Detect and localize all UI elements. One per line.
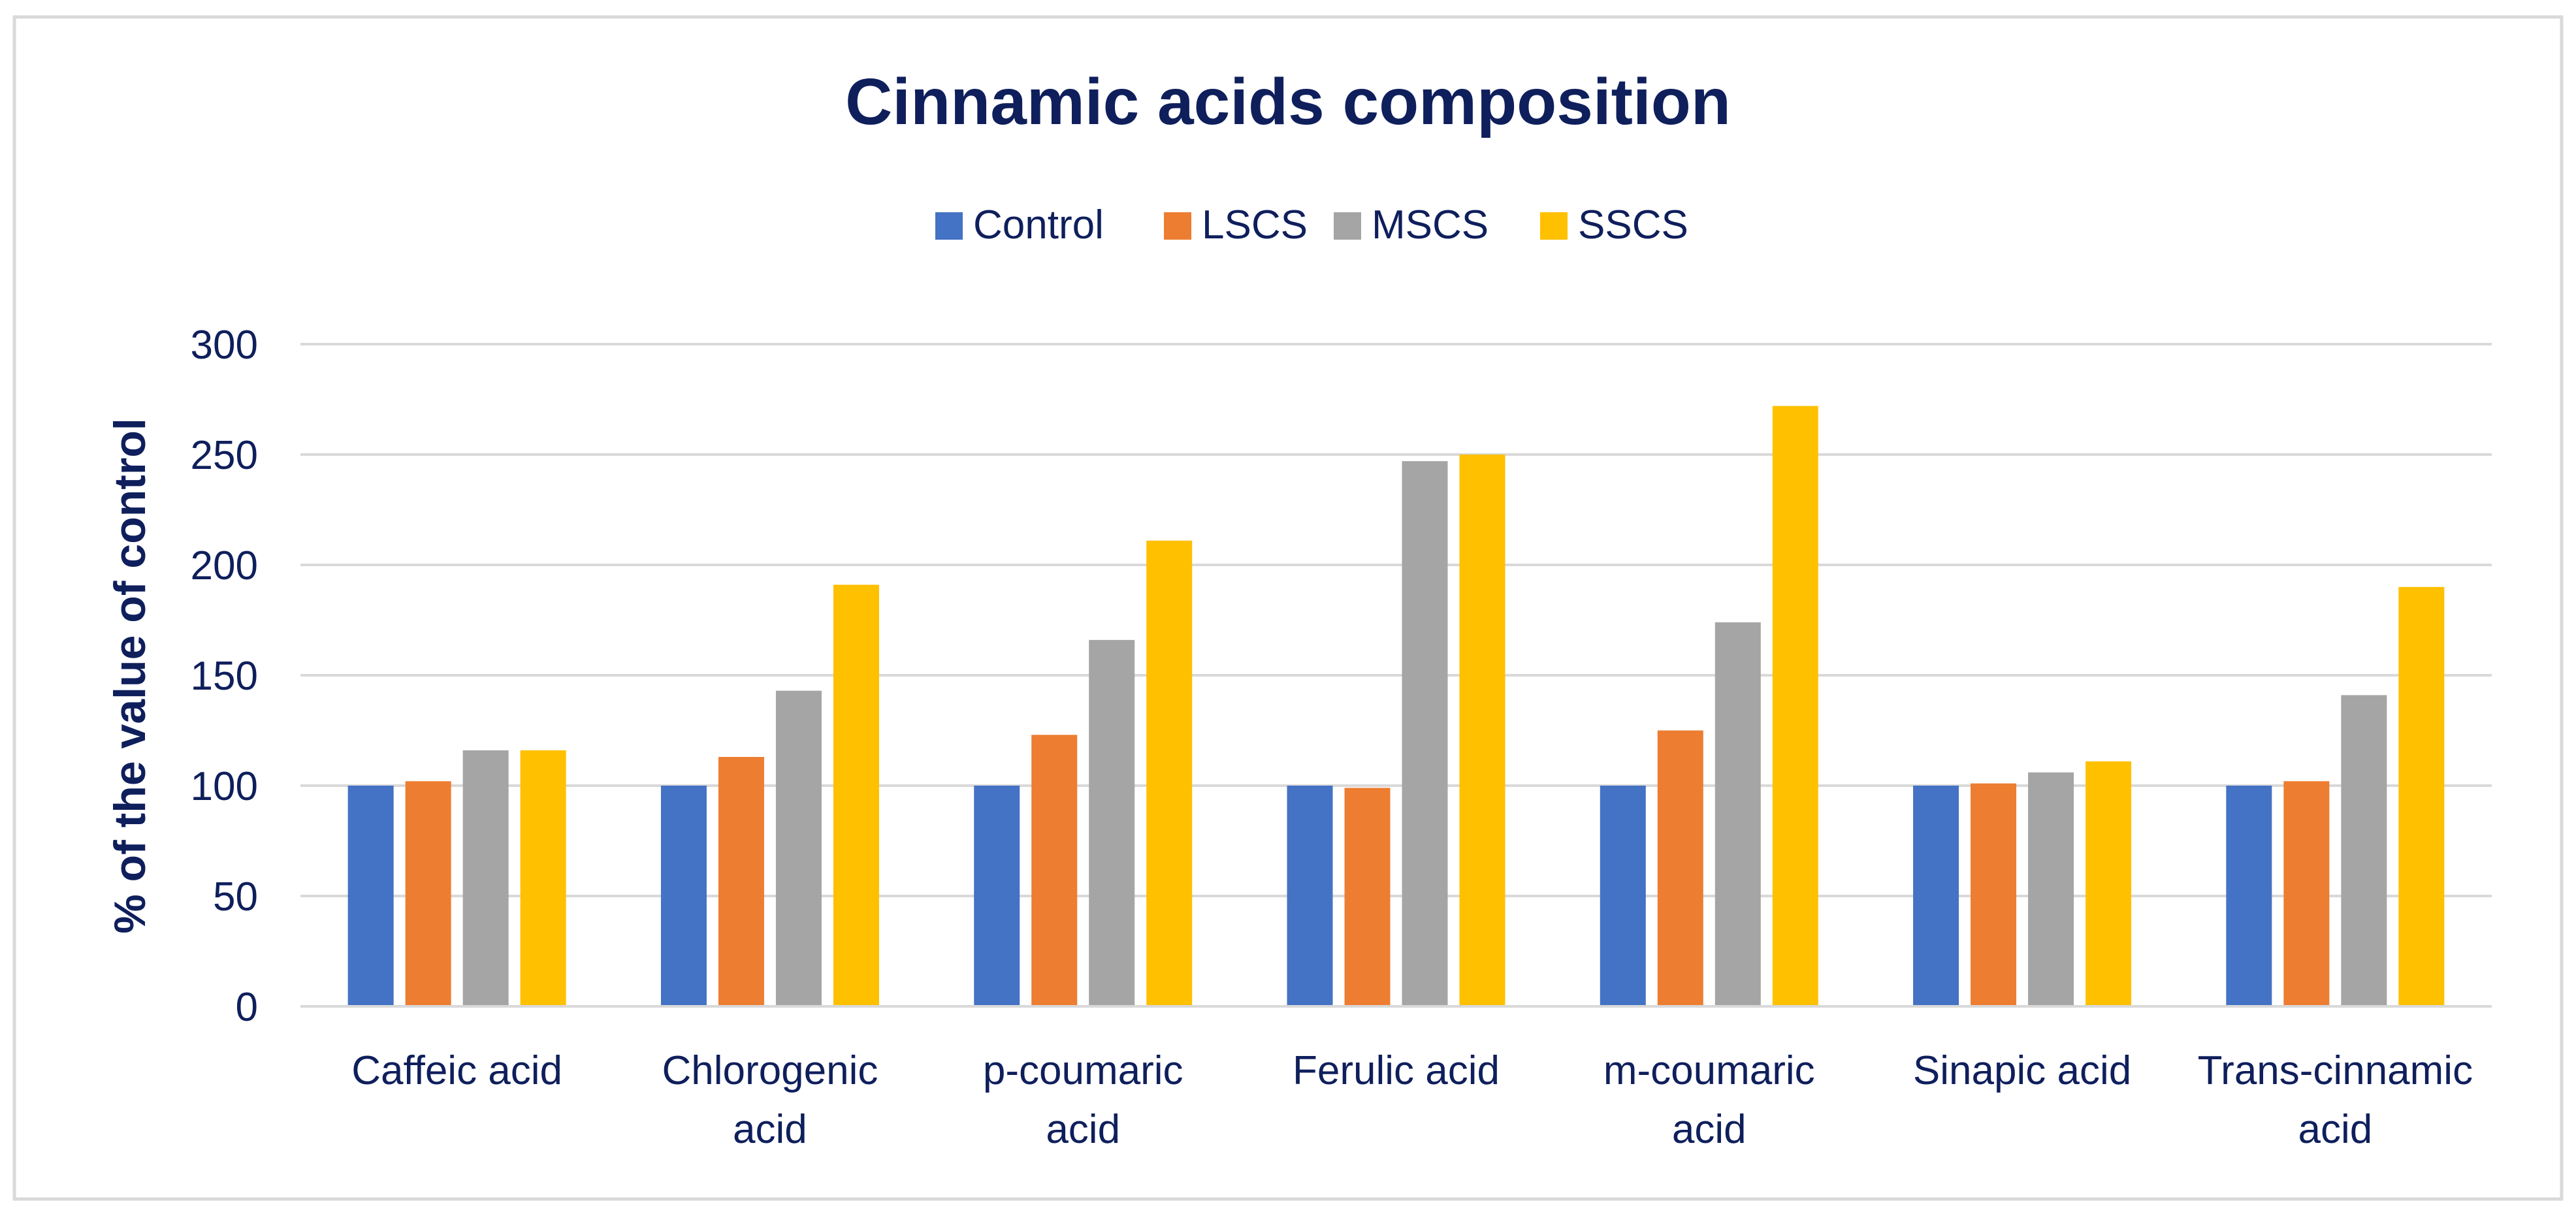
bar-control-2 — [974, 786, 1020, 1006]
bar-sscs-4 — [1772, 406, 1818, 1006]
bar-mscs-2 — [1089, 639, 1135, 1006]
legend-label-sscs: SSCS — [1578, 202, 1688, 248]
x-tick-label: Sinapic acid — [1913, 1048, 2131, 1093]
legend-swatch-control — [935, 212, 963, 240]
bar-lscs-2 — [1031, 735, 1078, 1006]
bar-sscs-1 — [833, 584, 879, 1006]
bar-control-3 — [1287, 786, 1333, 1006]
chart-title: Cinnamic acids composition — [845, 65, 1731, 138]
bar-mscs-3 — [1402, 461, 1448, 1006]
y-tick-label: 200 — [191, 543, 258, 588]
y-tick-label: 150 — [191, 654, 258, 699]
y-tick-label: 50 — [213, 874, 258, 920]
bar-control-6 — [2226, 786, 2272, 1006]
y-tick-label: 250 — [191, 433, 258, 478]
y-axis-ticks: 0 50 100 150 200 250 300 — [191, 323, 258, 1030]
bar-mscs-5 — [2028, 772, 2074, 1006]
legend-label-lscs: LSCS — [1202, 202, 1308, 248]
y-tick-label: 100 — [191, 764, 258, 809]
x-tick-label: Trans-cinnamic — [2198, 1048, 2473, 1093]
bar-sscs-2 — [1146, 540, 1193, 1006]
legend-label-mscs: MSCS — [1372, 202, 1489, 248]
bar-mscs-0 — [462, 750, 509, 1006]
x-tick-label: acid — [1672, 1107, 1747, 1152]
x-tick-label: Caffeic acid — [351, 1048, 562, 1093]
bar-lscs-1 — [718, 757, 764, 1006]
x-axis-tick-labels: Caffeic acid Chlorogenic acid p-coumaric aci… — [351, 1048, 2473, 1152]
bar-sscs-6 — [2398, 586, 2445, 1006]
x-tick-label: Chlorogenic — [662, 1048, 878, 1093]
bar-mscs-4 — [1715, 622, 1761, 1006]
bar-control-1 — [660, 786, 707, 1006]
bar-lscs-0 — [405, 781, 451, 1006]
y-tick-label: 0 — [236, 985, 258, 1030]
bar-lscs-3 — [1344, 788, 1391, 1006]
bar-mscs-6 — [2341, 695, 2387, 1006]
bar-control-4 — [1600, 786, 1646, 1006]
bar-sscs-5 — [2085, 761, 2132, 1006]
y-axis-label: % of the value of control — [105, 418, 155, 934]
x-tick-label: m-coumaric — [1603, 1048, 1815, 1093]
bar-sscs-3 — [1459, 455, 1505, 1006]
x-tick-label: Ferulic acid — [1293, 1048, 1500, 1093]
legend-swatch-lscs — [1164, 212, 1191, 240]
chart-border — [12, 15, 2564, 1201]
x-tick-label: p-coumaric — [983, 1048, 1183, 1093]
legend-swatch-sscs — [1540, 212, 1568, 240]
bars — [347, 406, 2445, 1006]
bar-lscs-5 — [1971, 783, 2017, 1006]
y-tick-label: 300 — [191, 323, 258, 368]
bar-control-0 — [347, 786, 394, 1006]
legend-swatch-mscs — [1334, 212, 1361, 240]
bar-lscs-4 — [1657, 730, 1703, 1006]
legend: Control LSCS MSCS SSCS — [935, 202, 1688, 248]
bar-control-5 — [1913, 786, 1959, 1006]
x-tick-label: acid — [733, 1107, 807, 1152]
legend-label-control: Control — [973, 202, 1104, 248]
x-tick-label: acid — [1046, 1107, 1120, 1152]
x-tick-label: acid — [2298, 1107, 2372, 1152]
bar-sscs-0 — [520, 750, 566, 1006]
bar-mscs-1 — [775, 690, 822, 1006]
bar-lscs-6 — [2283, 781, 2330, 1006]
